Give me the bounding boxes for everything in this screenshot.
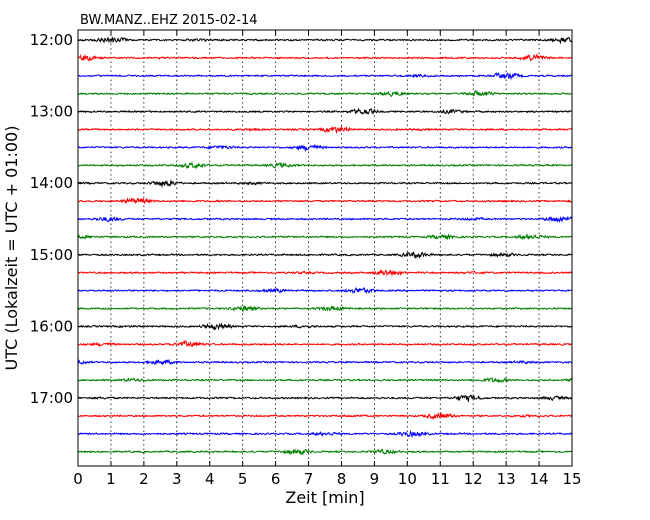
y-tick-label: 16:00 [30, 317, 73, 335]
x-tick-label: 14 [530, 470, 549, 488]
x-tick-label: 0 [73, 470, 83, 488]
traces [77, 36, 573, 456]
trace-1215 [77, 53, 573, 62]
x-axis-label: Zeit [min] [285, 488, 364, 507]
trace-1745 [77, 448, 573, 456]
x-tick-label: 4 [205, 470, 215, 488]
trace-1400 [77, 178, 573, 189]
y-axis-ticks: 12:00 13:00 14:00 15:00 16:00 17:00 [30, 31, 83, 407]
y-tick-label: 13:00 [30, 103, 73, 121]
x-tick-label: 8 [337, 470, 347, 488]
x-tick-label: 2 [139, 470, 149, 488]
trace-1300 [77, 107, 573, 116]
vertical-grid [110, 30, 540, 466]
y-tick-label: 15:00 [30, 246, 73, 264]
trace-1430 [77, 215, 573, 223]
trace-1645 [77, 377, 573, 384]
trace-1230 [77, 72, 573, 81]
x-tick-label: 10 [398, 470, 417, 488]
trace-1545 [77, 305, 573, 313]
y-axis-label: UTC (Lokalzeit = UTC + 01:00) [2, 126, 21, 371]
chart-title: BW.MANZ..EHZ 2015-02-14 [80, 13, 258, 28]
trace-1730 [77, 429, 573, 439]
y-tick-label: 12:00 [30, 31, 73, 49]
y-tick-label: 14:00 [30, 174, 73, 192]
trace-1630 [77, 358, 573, 366]
x-axis-ticks: 0 1 2 3 4 5 6 7 8 9 10 11 12 13 14 15 [73, 30, 582, 488]
x-tick-label: 15 [562, 470, 581, 488]
trace-1615 [77, 339, 573, 348]
trace-1500 [77, 251, 573, 260]
trace-1530 [77, 286, 573, 295]
trace-1315 [77, 125, 573, 135]
x-tick-label: 11 [431, 470, 450, 488]
trace-1600 [77, 322, 573, 331]
trace-1415 [77, 197, 573, 205]
trace-1330 [77, 143, 573, 152]
x-tick-label: 13 [497, 470, 516, 488]
trace-1700 [77, 394, 573, 403]
x-tick-label: 6 [271, 470, 281, 488]
y-tick-label: 17:00 [30, 389, 73, 407]
x-tick-label: 12 [464, 470, 483, 488]
trace-1245 [77, 89, 573, 97]
x-tick-label: 7 [304, 470, 314, 488]
trace-1445 [77, 233, 573, 241]
trace-1345 [77, 161, 573, 170]
x-tick-label: 5 [238, 470, 248, 488]
x-tick-label: 1 [106, 470, 116, 488]
plot-frame [77, 29, 573, 467]
trace-1200 [77, 36, 573, 45]
trace-1715 [77, 411, 573, 420]
x-tick-label: 3 [172, 470, 182, 488]
trace-1515 [77, 269, 573, 277]
x-tick-label: 9 [370, 470, 380, 488]
